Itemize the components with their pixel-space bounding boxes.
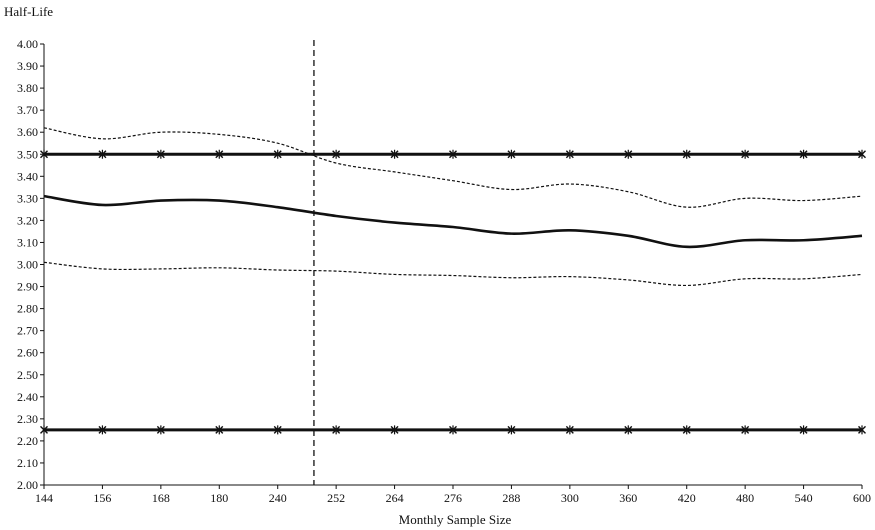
- series-marker: [98, 149, 107, 159]
- y-tick-label: 2.00: [17, 478, 38, 492]
- series-marker: [332, 425, 341, 435]
- y-tick-label: 2.20: [17, 434, 38, 448]
- y-tick-label: 2.60: [17, 346, 38, 360]
- y-tick-label: 3.80: [17, 81, 38, 95]
- series-marker: [215, 425, 224, 435]
- series-marker: [156, 425, 165, 435]
- y-tick-label: 3.60: [17, 125, 38, 139]
- y-axis-title: Half-Life: [4, 4, 53, 19]
- x-tick-label: 144: [35, 491, 53, 505]
- series-marker: [390, 425, 399, 435]
- y-tick-label: 2.10: [17, 456, 38, 470]
- y-tick-label: 4.00: [17, 37, 38, 51]
- series-marker: [565, 149, 574, 159]
- axes: [43, 44, 862, 486]
- x-tick-label: 180: [210, 491, 228, 505]
- x-tick-label: 156: [93, 491, 111, 505]
- x-tick-label: 168: [152, 491, 170, 505]
- series-line-1: [43, 127, 863, 208]
- series-marker: [40, 425, 48, 435]
- x-tick-label: 420: [678, 491, 696, 505]
- series-marker: [215, 149, 224, 159]
- y-tick-label: 3.30: [17, 191, 38, 205]
- series-marker: [449, 425, 457, 435]
- series-group: [40, 40, 866, 485]
- series-marker: [741, 425, 750, 435]
- y-tick-label: 3.40: [17, 169, 38, 183]
- x-tick-label: 264: [386, 491, 404, 505]
- series-marker: [507, 425, 516, 435]
- x-axis-ticks: 144 156 168 180 240 252 264 276 288 300 360 420 480 5…: [35, 485, 871, 505]
- series-marker: [799, 425, 808, 435]
- x-tick-label: 276: [444, 491, 462, 505]
- x-tick-label: 288: [502, 491, 520, 505]
- x-tick-label: 240: [269, 491, 287, 505]
- y-tick-label: 3.20: [17, 213, 38, 227]
- series-marker: [40, 149, 48, 159]
- y-tick-label: 3.10: [17, 235, 38, 249]
- x-axis-title: Monthly Sample Size: [399, 512, 512, 527]
- series-marker: [624, 425, 633, 435]
- series-marker: [507, 149, 516, 159]
- y-tick-label: 3.90: [17, 59, 38, 73]
- series-marker: [858, 149, 866, 159]
- series-marker: [156, 149, 165, 159]
- y-tick-label: 3.70: [17, 103, 38, 117]
- y-tick-label: 3.50: [17, 147, 38, 161]
- y-tick-label: 2.30: [17, 412, 38, 426]
- series-marker: [332, 149, 341, 159]
- series-marker: [682, 425, 691, 435]
- y-tick-label: 2.40: [17, 390, 38, 404]
- y-tick-label: 2.70: [17, 324, 38, 338]
- x-tick-label: 600: [853, 491, 871, 505]
- series-marker: [799, 149, 808, 159]
- series-marker: [273, 149, 282, 159]
- series-marker: [565, 425, 574, 435]
- series-marker: [273, 425, 282, 435]
- y-tick-label: 3.00: [17, 258, 38, 272]
- y-axis-ticks: 2.00 2.10 2.20 2.30 2.40 2.50 2.60 2.70 2.80 2.90…: [17, 37, 44, 492]
- series-marker: [858, 425, 866, 435]
- series-line-0: [43, 194, 863, 249]
- series-marker: [624, 149, 633, 159]
- series-marker: [390, 149, 399, 159]
- x-tick-label: 360: [619, 491, 637, 505]
- x-tick-label: 480: [736, 491, 754, 505]
- series-marker: [449, 149, 457, 159]
- y-tick-label: 2.80: [17, 302, 38, 316]
- series-marker: [98, 425, 107, 435]
- series-marker: [682, 149, 691, 159]
- x-tick-label: 300: [561, 491, 579, 505]
- series-line-2: [43, 261, 863, 287]
- x-tick-label: 252: [327, 491, 345, 505]
- y-tick-label: 2.50: [17, 368, 38, 382]
- x-tick-label: 540: [795, 491, 813, 505]
- series-marker: [741, 149, 750, 159]
- y-tick-label: 2.90: [17, 280, 38, 294]
